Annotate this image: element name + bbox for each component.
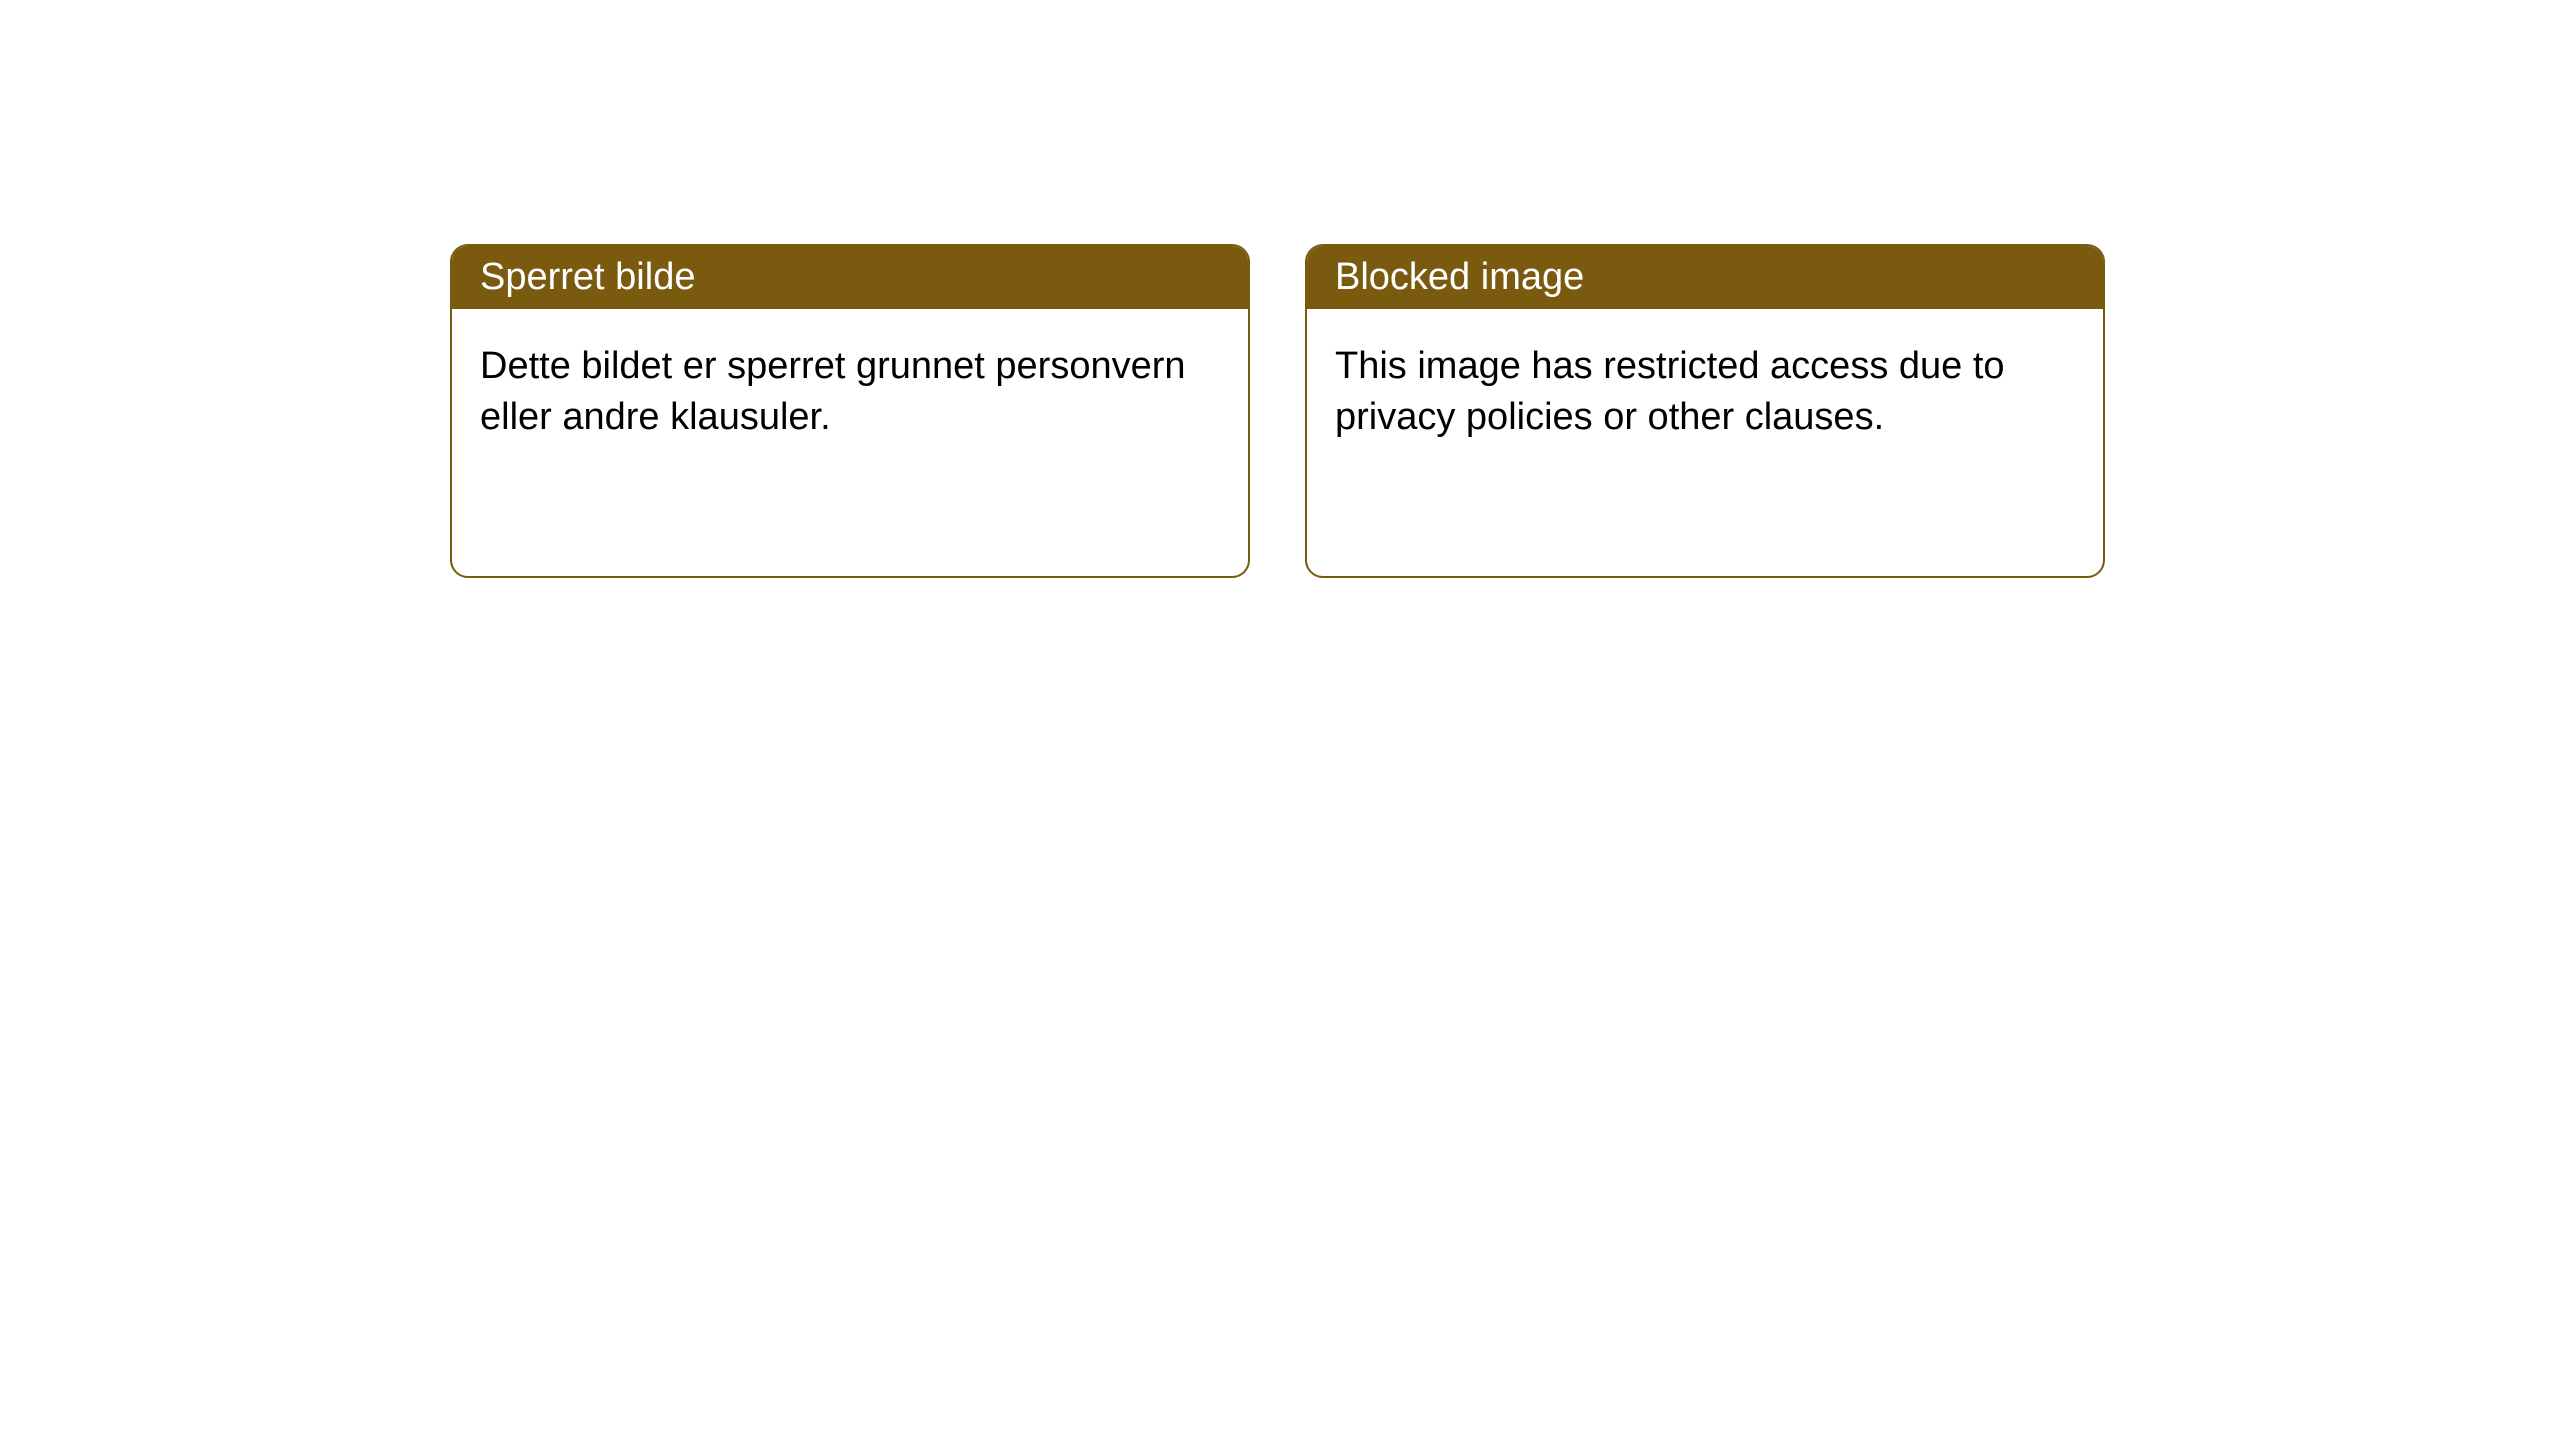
- notice-card-text: Dette bildet er sperret grunnet personve…: [480, 345, 1186, 438]
- notice-card-text: This image has restricted access due to …: [1335, 345, 2005, 438]
- notice-card-body: This image has restricted access due to …: [1307, 309, 2103, 476]
- notice-card-header: Sperret bilde: [452, 246, 1248, 309]
- notice-card-body: Dette bildet er sperret grunnet personve…: [452, 309, 1248, 476]
- notice-card-norwegian: Sperret bilde Dette bildet er sperret gr…: [450, 244, 1250, 578]
- notice-card-header: Blocked image: [1307, 246, 2103, 309]
- notice-card-title: Blocked image: [1335, 256, 1584, 298]
- notice-card-english: Blocked image This image has restricted …: [1305, 244, 2105, 578]
- notice-container: Sperret bilde Dette bildet er sperret gr…: [450, 244, 2105, 578]
- notice-card-title: Sperret bilde: [480, 256, 695, 298]
